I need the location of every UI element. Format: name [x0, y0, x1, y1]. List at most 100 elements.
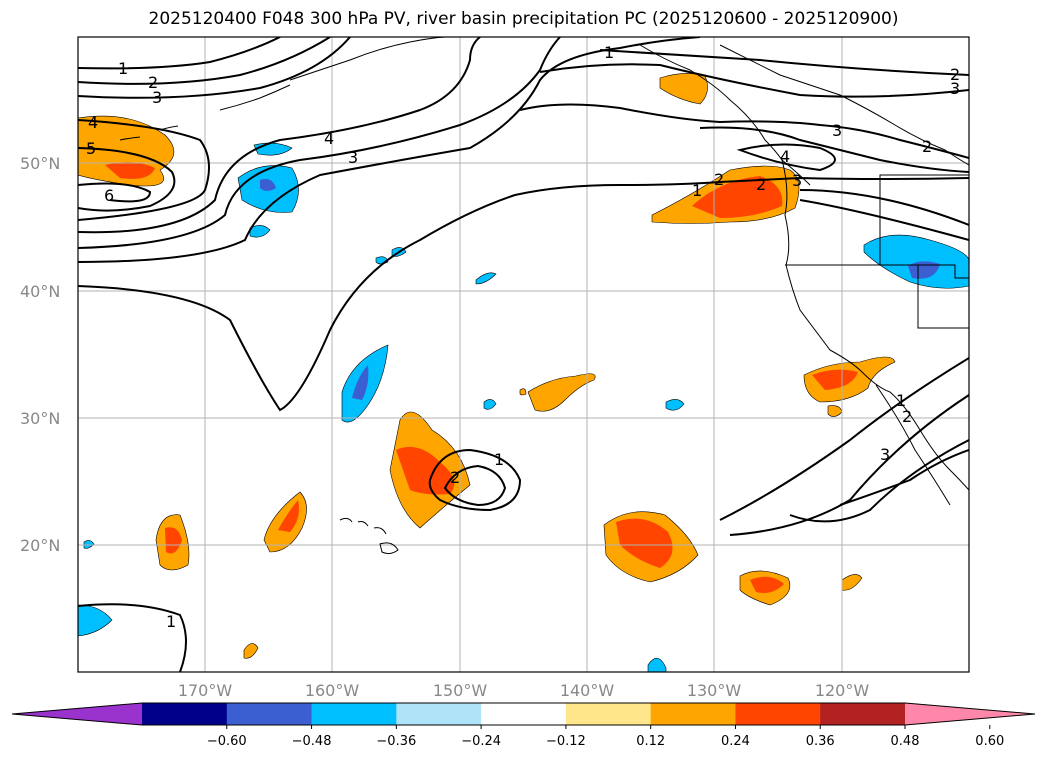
- coastlines: [119, 37, 969, 555]
- pv-contour: [736, 143, 836, 172]
- lat-label: 40°N: [20, 282, 60, 301]
- colorbar-segment: [142, 703, 228, 725]
- pv-contour: [799, 189, 969, 226]
- pv-contour: [78, 37, 481, 234]
- contour-label: 4: [780, 147, 790, 166]
- colorbar-segment: [735, 703, 821, 725]
- positive-anomaly: [243, 643, 259, 659]
- colorbar-segment: [311, 703, 397, 725]
- positive-anomaly-core: [396, 446, 455, 495]
- positive-anomaly-core: [165, 527, 182, 554]
- longitude-labels: 170°W 160°W 150°W 140°W 130°W 120°W: [178, 681, 870, 700]
- pv-contour: [78, 182, 152, 203]
- positive-anomaly: [519, 388, 527, 396]
- contour-label: 3: [152, 88, 162, 107]
- contour-label: 1: [494, 450, 504, 469]
- contour-label: 1: [166, 612, 176, 631]
- pv-contour: [78, 37, 281, 70]
- colorbar-tick-label: 0.12: [636, 734, 665, 749]
- pv-contour: [519, 103, 969, 159]
- colorbar-tick-label: 0.36: [806, 734, 835, 749]
- colorbar-segment: [650, 703, 736, 725]
- colorbar-tick-label: −0.60: [207, 734, 247, 749]
- pv-contour: [78, 176, 969, 412]
- gridlines: [78, 37, 969, 672]
- pv-contour: [443, 464, 507, 507]
- contour-label: 1: [604, 43, 614, 62]
- colorbar-tick-label: −0.48: [292, 734, 332, 749]
- lat-label: 20°N: [20, 536, 60, 555]
- negative-anomaly: [647, 657, 667, 672]
- contour-label: 3: [832, 121, 842, 140]
- pv-contour: [428, 448, 522, 512]
- positive-anomaly-core: [616, 518, 673, 568]
- contour-label: 1: [118, 59, 128, 78]
- contour-label: 5: [86, 139, 96, 158]
- pv-contour: [839, 449, 969, 506]
- negative-anomaly-core: [352, 365, 369, 400]
- colorbar-extend-min: [12, 703, 142, 725]
- contour-label: 3: [880, 445, 890, 464]
- positive-anomaly-core: [105, 162, 155, 179]
- plot-frame: [77, 36, 970, 673]
- pv-contour: [78, 37, 351, 99]
- colorbar-extend-max: [905, 703, 1035, 725]
- colorbar-segment: [481, 703, 567, 725]
- negative-anomaly: [249, 225, 271, 238]
- negative-anomaly: [475, 272, 497, 285]
- pv-contour: [799, 199, 969, 241]
- positive-anomaly-core: [692, 176, 783, 218]
- positive-anomaly: [659, 73, 708, 105]
- pv-contour: [539, 63, 969, 98]
- positive-anomaly-core: [812, 369, 858, 390]
- negative-anomaly: [78, 604, 113, 637]
- colorbar-segment: [226, 703, 313, 725]
- contour-label: 2: [756, 175, 766, 194]
- colorbar: −0.60 −0.48 −0.36 −0.24 −0.12 0.12 0.24 0.36 0.4…: [11, 702, 1036, 749]
- colorbar-segment: [820, 703, 906, 725]
- pv-contour: [599, 49, 969, 76]
- colorbar-segment: [396, 703, 482, 725]
- pv-contour: [78, 119, 210, 221]
- contour-label: 2: [714, 170, 724, 189]
- colorbar-tick-label: −0.36: [376, 734, 416, 749]
- negative-anomaly: [665, 399, 685, 411]
- pv-contour: [789, 439, 969, 523]
- lon-label: 120°W: [815, 681, 870, 700]
- pv-contour: [78, 37, 561, 249]
- contour-label: 2: [148, 73, 158, 92]
- colorbar-tick-label: 0.24: [721, 734, 750, 749]
- map-title: 2025120400 F048 300 hPa PV, river basin …: [148, 9, 899, 29]
- colorbar-outline: [11, 702, 1036, 726]
- colorbar-tick-label: −0.24: [461, 734, 501, 749]
- contour-label: 6: [104, 186, 114, 205]
- contour-label: 4: [88, 113, 98, 132]
- pv-contour: [78, 147, 176, 212]
- pv-contour: [719, 357, 969, 521]
- lon-label: 160°W: [305, 681, 360, 700]
- pv-contour: [78, 603, 187, 672]
- colorbar-tick-label: −0.12: [546, 734, 586, 749]
- shading-layer: [78, 73, 969, 672]
- contour-label: 2: [902, 407, 912, 426]
- lon-label: 140°W: [560, 681, 615, 700]
- lon-label: 150°W: [433, 681, 488, 700]
- contour-label: 4: [324, 129, 334, 148]
- positive-anomaly-core: [750, 576, 784, 593]
- pv-contour: [699, 126, 969, 173]
- lat-label: 50°N: [20, 154, 60, 173]
- contour-label: 1: [896, 391, 906, 410]
- contour-label: 3: [348, 148, 358, 167]
- negative-anomaly-core: [260, 179, 276, 191]
- contour-label: 2: [950, 65, 960, 84]
- colorbar-tick-label: 0.60: [975, 734, 1004, 749]
- contour-label: 1: [692, 181, 702, 200]
- plot-area: [78, 37, 969, 672]
- pv-contour: [78, 37, 331, 85]
- contour-label: 3: [950, 79, 960, 98]
- negative-anomaly-core: [908, 261, 940, 279]
- lat-label: 30°N: [20, 409, 60, 428]
- negative-anomaly: [863, 234, 969, 289]
- latitude-labels: 50°N 40°N 30°N 20°N: [20, 154, 60, 555]
